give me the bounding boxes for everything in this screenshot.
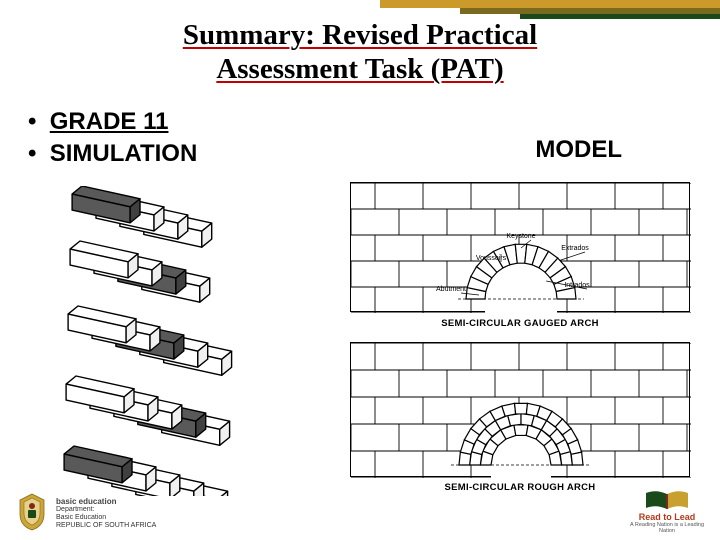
svg-text:Extrados: Extrados (561, 245, 589, 252)
svg-text:Abutment: Abutment (436, 286, 466, 293)
rough-arch-box (350, 342, 690, 477)
rtl-subtitle: A Reading Nation is a Leading Nation (628, 522, 706, 534)
title-line-1: Summary: Revised Practical (183, 19, 537, 51)
bullet-simulation: • SIMULATION (28, 140, 197, 168)
dept-line-2: Department: (56, 506, 156, 514)
open-book-icon (644, 490, 690, 512)
corner-accent (380, 0, 720, 20)
svg-text:Intrados: Intrados (564, 282, 590, 289)
gauged-arch-box: Keystone Voussoirs Extrados Abutment Intrado… (350, 182, 690, 312)
bullet-simulation-text: SIMULATION (50, 140, 198, 167)
bullet-grade: • GRADE 11 (28, 108, 197, 136)
rough-arch-svg (351, 343, 691, 478)
svg-text:Keystone: Keystone (506, 233, 535, 240)
bullet-list: • GRADE 11 • SIMULATION (28, 108, 197, 172)
simulation-svg (22, 186, 322, 496)
svg-text:Voussoirs: Voussoirs (476, 255, 507, 262)
rtl-title: Read to Lead (628, 512, 706, 522)
title-line-2: Assessment Task (PAT) (216, 53, 503, 85)
dept-line-1: basic education (56, 497, 156, 506)
footer: basic education Department: Basic Educat… (14, 492, 706, 532)
coat-of-arms-icon (14, 492, 50, 532)
gauged-arch-caption: SEMI-CIRCULAR GAUGED ARCH (350, 318, 690, 329)
dept-line-4: REPUBLIC OF SOUTH AFRICA (56, 522, 156, 530)
model-heading: MODEL (535, 136, 622, 164)
simulation-diagram (22, 186, 322, 496)
slide-title: Summary: Revised Practical Assessment Ta… (0, 18, 720, 86)
read-to-lead-logo: Read to Lead A Reading Nation is a Leadi… (628, 490, 706, 532)
bullet-grade-text: GRADE 11 (50, 108, 169, 135)
accent-stripe-gold (380, 0, 720, 8)
dept-line-3: Basic Education (56, 514, 156, 522)
dept-text: basic education Department: Basic Educat… (56, 497, 156, 530)
gauged-arch-svg: Keystone Voussoirs Extrados Abutment Intrado… (351, 183, 691, 313)
